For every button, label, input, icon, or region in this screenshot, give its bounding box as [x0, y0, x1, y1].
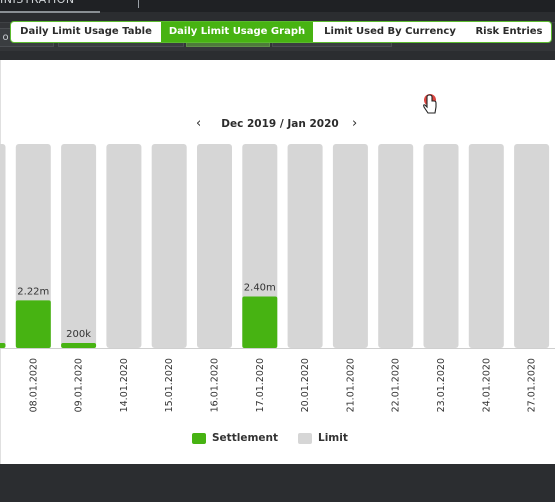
date-tick-label: 08.01.2020 — [28, 358, 39, 412]
limit-bar[interactable] — [423, 144, 459, 348]
chevron-left-icon[interactable]: ‹ — [196, 116, 202, 131]
limit-bar[interactable] — [378, 144, 414, 348]
date-tick-label: 24.01.2020 — [481, 358, 492, 412]
tab-separator — [138, 0, 139, 8]
date-tick-label: 23.01.2020 — [436, 358, 447, 412]
settlement-bar[interactable] — [15, 300, 51, 348]
limit-bar[interactable] — [332, 144, 368, 348]
date-tick-label: 27.01.2020 — [527, 358, 538, 412]
date-tick-label: 14.01.2020 — [119, 358, 130, 412]
legend-swatch-settlement — [192, 433, 206, 444]
settlement-value-label: 2.40m — [244, 282, 276, 293]
footer-area — [0, 464, 555, 502]
settlement-bar[interactable] — [242, 296, 278, 348]
top-header: INISTRATION — [0, 0, 555, 13]
legend-swatch-limit — [298, 433, 312, 444]
limit-bar[interactable] — [106, 144, 142, 348]
limit-bar[interactable] — [514, 144, 550, 348]
limit-bar[interactable] — [151, 144, 187, 348]
settlement-bar[interactable] — [0, 343, 6, 348]
period-label: Dec 2019 / Jan 2020 — [221, 118, 339, 130]
legend-label-settlement: Settlement — [212, 432, 278, 444]
date-tick-label: 09.01.2020 — [74, 358, 85, 412]
hand-cursor-icon — [423, 94, 437, 114]
tab-limit-used-by-currency[interactable]: Limit Used By Currency — [324, 26, 456, 37]
chevron-right-icon[interactable]: › — [352, 116, 358, 131]
tab-risk-entries[interactable]: Risk Entries — [475, 26, 543, 37]
limit-bar[interactable] — [197, 144, 232, 348]
legend-label-limit: Limit — [318, 432, 348, 444]
date-tick-label: 20.01.2020 — [300, 358, 311, 412]
date-tick-label: 17.01.2020 — [255, 358, 266, 412]
limit-bar[interactable] — [15, 144, 51, 348]
settlement-value-label: 2.22m — [17, 286, 49, 297]
settlement-value-label: 200k — [66, 329, 91, 340]
tab-daily-limit-usage-table[interactable]: Daily Limit Usage Table — [20, 26, 152, 37]
date-tick-label: 15.01.2020 — [164, 358, 175, 412]
limit-bar[interactable] — [0, 144, 6, 348]
view-tabs: Daily Limit Usage Table Daily Limit Usag… — [10, 21, 552, 43]
date-tick-label: 16.01.2020 — [210, 358, 221, 412]
settlement-bar[interactable] — [61, 343, 97, 348]
limit-usage-chart: 2.22m 08.01.2020 200k 09.01.2020 14.01.2020 1… — [0, 144, 555, 412]
limit-bar[interactable] — [61, 144, 97, 348]
limit-bar[interactable] — [287, 144, 323, 348]
date-tick-label: 21.01.2020 — [345, 358, 356, 412]
limit-bar[interactable] — [468, 144, 504, 348]
period-navigator: ‹ Dec 2019 / Jan 2020 › — [190, 116, 370, 132]
admin-tab[interactable]: INISTRATION — [0, 0, 100, 13]
tab-daily-limit-usage-graph[interactable]: Daily Limit Usage Graph — [161, 22, 313, 42]
date-tick-label: 22.01.2020 — [391, 358, 402, 412]
